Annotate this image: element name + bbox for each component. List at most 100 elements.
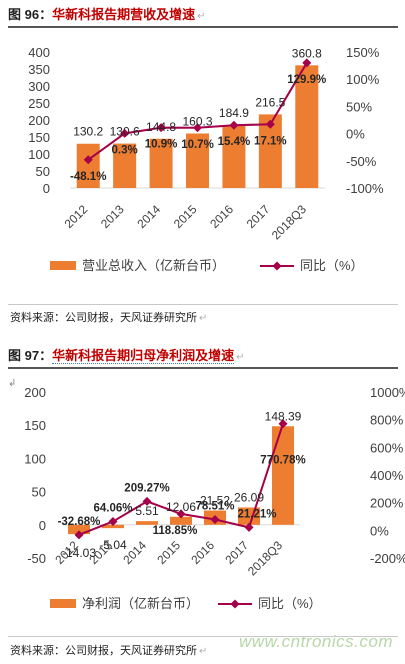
paragraph-mark: ↵ — [236, 352, 245, 363]
growth-value-label: 10.9% — [145, 139, 178, 151]
legend-bar-swatch — [50, 261, 76, 270]
bar-value-label: 160.3 — [182, 114, 212, 128]
y-right-tick-label: 50% — [346, 99, 372, 114]
growth-value-label: -48.1% — [70, 171, 106, 183]
y-left-tick-label: 250 — [28, 96, 50, 111]
figure-97-top-rule — [8, 367, 398, 369]
x-category-label: 2015 — [171, 202, 200, 231]
bar — [102, 524, 124, 529]
figure-96-source: 资料来源：公司财报，天风证券研究所 ↵ — [10, 309, 207, 325]
legend-line-marker — [272, 261, 282, 271]
y-left-tick-label: 300 — [28, 79, 50, 94]
growth-marker — [176, 509, 186, 519]
legend-line-label: 同比（%） — [258, 596, 322, 611]
bar — [222, 125, 246, 188]
bar — [295, 65, 319, 188]
paragraph-mark: ↵ — [199, 646, 208, 657]
x-category-label: 2016 — [207, 202, 236, 231]
growth-value-label: 118.85% — [153, 525, 198, 537]
y-left-tick-label: 400 — [28, 45, 50, 60]
growth-value-label: 10.7% — [181, 139, 214, 151]
x-category-label: 2014 — [134, 202, 163, 231]
growth-value-label: 770.78% — [260, 455, 305, 467]
bar — [170, 516, 192, 525]
net-profit-chart: -50 0 50 100 150 200 -200% 0% 200% 400% 600% 800% 10… — [24, 385, 405, 611]
figure-97-number: 图 97： — [8, 348, 53, 363]
legend-line-label: 同比（%） — [300, 258, 364, 273]
y-left-tick-label: -50 — [27, 551, 46, 566]
figure-97-source: 资料来源：公司财报，天风证券研究所 ↵ — [10, 642, 207, 658]
x-category-label: 2013 — [98, 202, 127, 231]
y-right-tick-label: 600% — [370, 440, 404, 455]
growth-value-label: 64.06% — [93, 502, 132, 514]
x-category-label: 2015 — [154, 538, 183, 567]
x-category-label: 2012 — [62, 202, 91, 231]
bar — [149, 138, 173, 188]
y-right-tick-label: -50% — [346, 154, 377, 169]
growth-marker — [108, 516, 118, 526]
y-right-tick-label: 150% — [346, 45, 380, 60]
growth-marker — [74, 530, 84, 540]
x-category-label: 2017 — [222, 538, 251, 567]
bar-value-label: 5.51 — [135, 504, 159, 518]
bar — [258, 114, 282, 188]
growth-marker — [83, 155, 93, 165]
growth-value-label: 17.1% — [254, 135, 287, 147]
figure-97-name: 华新科报告期归母净利润及增速 — [52, 348, 235, 364]
x-category-label: 2018Q3 — [269, 202, 309, 242]
bar — [186, 133, 209, 188]
x-category-label: 2017 — [244, 202, 273, 231]
growth-marker — [142, 496, 152, 506]
growth-marker — [278, 419, 288, 429]
bar-value-label: -14.03 — [62, 546, 96, 560]
bar-value-label: 12.06 — [166, 500, 196, 514]
figure-97-bottom-rule — [8, 636, 398, 637]
x-category-label: 2016 — [188, 538, 217, 567]
y-left-tick-label: 100 — [28, 147, 50, 162]
y-left-tick-label: 200 — [24, 385, 46, 400]
legend-bar-label: 净利润（亿新台币） — [82, 596, 199, 611]
figure-97-title: 图 97：华新科报告期归母净利润及增速 ↵ — [8, 345, 244, 364]
growth-marker — [156, 123, 166, 133]
y-left-tick-label: 50 — [32, 485, 46, 500]
y-right-tick-label: 200% — [370, 496, 404, 511]
stray-mark: ↲ — [8, 378, 17, 389]
x-category-label: 2018Q3 — [245, 538, 285, 578]
growth-marker — [244, 522, 254, 532]
figure-96-number: 图 96： — [8, 7, 53, 22]
figure-96-name: 华新科报告期营收及增速 — [52, 7, 196, 22]
growth-marker — [210, 514, 220, 524]
y-right-tick-label: 100% — [346, 72, 380, 87]
growth-value-label: -32.68% — [58, 516, 101, 528]
figure-96-bottom-rule — [8, 304, 398, 305]
growth-value-label: 209.27% — [124, 482, 169, 494]
y-right-tick-label: 0% — [370, 523, 389, 538]
y-right-tick-label: -200% — [370, 551, 405, 566]
legend-bar-swatch — [50, 599, 76, 608]
figure-97-source-text: 资料来源：公司财报，天风证券研究所 — [10, 645, 197, 657]
bar-value-label: 144.8 — [146, 120, 176, 134]
bar-value-label: 360.8 — [292, 46, 322, 60]
bar-value-label: 148.39 — [265, 409, 302, 423]
legend-bar-label: 营业总收入（亿新台币） — [82, 258, 225, 273]
y-right-tick-label: 400% — [370, 468, 404, 483]
y-left-tick-label: 150 — [24, 418, 46, 433]
y-right-tick-label: 1000% — [370, 385, 405, 400]
growth-value-label: 129.9% — [287, 74, 326, 86]
y-left-tick-label: 0 — [39, 518, 46, 533]
figure-96-title: 图 96：华新科报告期营收及增速 ↵ — [8, 4, 205, 23]
y-left-tick-label: 150 — [28, 130, 50, 145]
bar-value-label: -5.04 — [99, 538, 127, 552]
y-right-tick-label: -100% — [346, 181, 384, 196]
paragraph-mark: ↵ — [197, 11, 206, 22]
bar-value-label: 26.09 — [234, 490, 264, 504]
y-right-tick-label: 800% — [370, 413, 404, 428]
bar-value-label: 21.52 — [200, 494, 230, 508]
bar — [68, 524, 90, 535]
bar-value-label: 130.2 — [73, 125, 103, 139]
y-left-tick-label: 200 — [28, 113, 50, 128]
bar-value-label: 216.5 — [255, 95, 285, 109]
y-right-tick-label: 0% — [346, 127, 365, 142]
watermark: www.cntronics.com — [239, 632, 393, 651]
legend-line-marker — [230, 599, 240, 609]
